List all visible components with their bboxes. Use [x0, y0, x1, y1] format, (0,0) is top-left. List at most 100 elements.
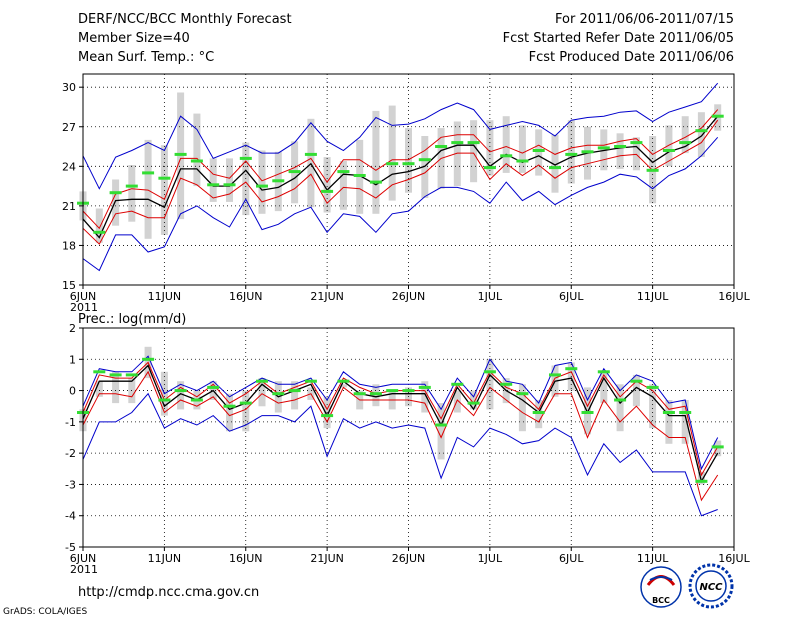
- precip-observed-marker: [597, 370, 610, 374]
- temp-x-tick-label: 11JUN: [148, 290, 182, 303]
- precip-observed-marker: [239, 401, 252, 405]
- temp-observed-marker: [532, 149, 545, 152]
- precip-x-tick-label: 6JUL: [559, 552, 584, 565]
- precip-observed-marker: [223, 404, 236, 408]
- precip-observed-marker: [695, 479, 708, 483]
- precip-spread-box: [242, 390, 250, 432]
- temp-spread-box: [339, 161, 347, 210]
- temp-observed-marker: [190, 159, 203, 163]
- precip-observed-marker: [630, 379, 643, 383]
- temp-spread-box: [616, 133, 624, 169]
- temp-lower-line: [82, 119, 719, 245]
- precip-spread-box: [421, 381, 429, 413]
- temp-spread-box: [470, 120, 478, 183]
- temp-spread-box: [128, 165, 136, 222]
- temp-observed-marker: [125, 184, 138, 188]
- precip-observed-marker: [207, 385, 220, 389]
- temp-upper-line: [82, 109, 719, 230]
- figure-title: DERF/NCC/BCC Monthly Forecast: [78, 12, 292, 27]
- precip-observed-marker: [125, 373, 138, 377]
- temp-y-tick-label: 15: [62, 279, 76, 292]
- precip-observed-marker: [288, 389, 301, 393]
- precip-mean-line: [82, 364, 719, 484]
- temp-observed-marker: [565, 152, 578, 156]
- temp-observed-marker: [321, 189, 334, 193]
- precip-observed-marker: [402, 389, 415, 393]
- temp-observed-marker: [695, 129, 708, 133]
- temp-spread-box: [551, 134, 559, 193]
- precip-spread-box: [437, 403, 445, 460]
- temp-y-tick-label: 18: [62, 239, 76, 252]
- precip-observed-marker: [581, 411, 594, 414]
- precip-observed-marker: [679, 411, 692, 414]
- precip-spread-box: [177, 381, 185, 410]
- precip-lower-line: [82, 370, 719, 502]
- precip-spread-box: [535, 400, 543, 429]
- temp-spread-box: [209, 158, 217, 202]
- precip-observed-marker: [93, 370, 106, 374]
- precip-x-tick-label: 16JUN: [229, 552, 263, 565]
- temp-observed-marker: [109, 191, 122, 195]
- precip-observed-marker: [451, 382, 464, 386]
- temp-spread-box: [535, 129, 543, 176]
- temp-observed-marker: [646, 168, 659, 172]
- precip-x-tick-label: 26JUN: [392, 552, 426, 565]
- bcc-logo: BCC: [640, 566, 682, 608]
- temp-spread-box: [665, 125, 673, 167]
- precip-observed-marker: [516, 392, 529, 396]
- precip-observed-marker: [483, 370, 496, 374]
- forecast-started-date: Fcst Started Refer Date 2011/06/05: [503, 31, 734, 46]
- forecast-period: For 2011/06/06-2011/07/15: [555, 12, 734, 27]
- precip-observed-marker: [109, 373, 122, 377]
- ncc-logo-text: NCC: [699, 582, 723, 593]
- precip-spread-box: [226, 393, 233, 432]
- temp-spread-box: [697, 112, 705, 157]
- temp-spread-box: [421, 136, 429, 198]
- temp-spread-box: [258, 150, 266, 214]
- precip-spread-box: [584, 387, 591, 435]
- temp-observed-marker: [402, 162, 415, 166]
- variable-label: Mean Surf. Temp.: °C: [78, 50, 214, 65]
- temp-observed-marker: [662, 149, 675, 152]
- precip-spread-box: [258, 378, 266, 407]
- temp-spread-box: [405, 128, 412, 193]
- temp-observed-marker: [353, 174, 366, 177]
- precip-observed-marker: [711, 445, 724, 449]
- precip-observed-marker: [190, 398, 203, 402]
- precip-spread-box: [681, 400, 689, 444]
- precip-x-tick-label: 21JUN: [310, 552, 344, 565]
- precip-observed-marker: [256, 379, 268, 383]
- precip-spread-box: [453, 390, 461, 413]
- temp-x-tick-label: 6JUN: [70, 290, 97, 303]
- temp-spread-box: [502, 116, 510, 173]
- temp-x-tick-label: 11JUL: [637, 290, 669, 303]
- precip-spread-box: [665, 400, 673, 444]
- temp-observed-marker: [288, 170, 301, 174]
- temp-spread-box: [453, 121, 461, 187]
- precip-spread-box: [291, 381, 299, 410]
- precip-x-tick-label: 16JUL: [718, 552, 750, 565]
- temp-spread-box: [632, 137, 640, 171]
- temp-spread-box: [323, 157, 331, 213]
- precip-spread-box: [339, 384, 347, 388]
- precip-observed-marker: [174, 389, 187, 393]
- precip-y-tick-label: -2: [65, 447, 76, 460]
- precip-year-label: 2011: [70, 563, 98, 576]
- precip-observed-marker: [418, 385, 431, 389]
- precip-spread-box: [600, 371, 608, 404]
- precip-observed-marker: [614, 398, 627, 402]
- precip-spread-box: [95, 381, 103, 397]
- temp-observed-marker: [711, 114, 724, 118]
- precip-observed-marker: [565, 367, 578, 371]
- temp-observed-marker: [142, 171, 155, 175]
- precip-y-tick-label: 1: [69, 353, 76, 366]
- temp-observed-marker: [549, 166, 561, 170]
- precip-x-tick-label: 6JUN: [70, 552, 97, 565]
- temperature-panel: 15 18 21 24 27 30 6JUN 11JUN 16JUN 21JUN 26JUN 1JUL…: [62, 73, 751, 314]
- temp-spread-box: [193, 113, 201, 187]
- temp-observed-marker: [304, 152, 317, 156]
- temp-observed-marker: [93, 230, 106, 234]
- temp-observed-marker: [369, 180, 382, 184]
- precip-spread-box: [714, 440, 722, 457]
